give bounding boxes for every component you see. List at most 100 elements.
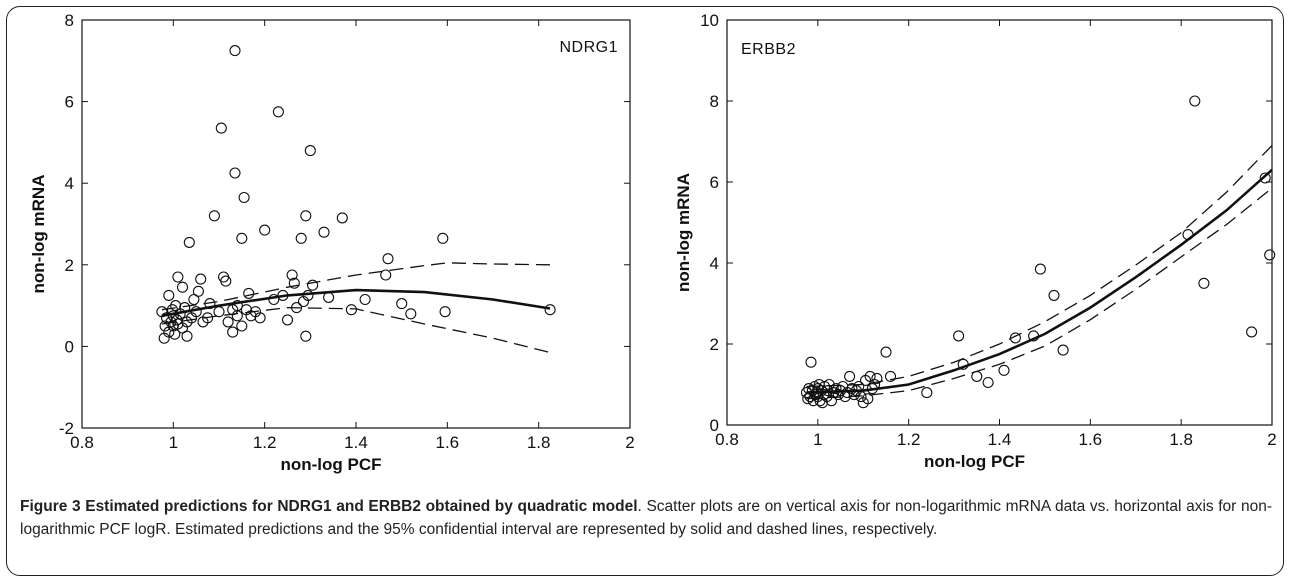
ndrg1-x-tick-label: 1.4 [344, 433, 368, 452]
ndrg1-x-axis-label: non-log PCF [280, 455, 381, 474]
ndrg1-data-point [304, 145, 316, 157]
ndrg1-data-point [437, 232, 449, 244]
ndrg1-data-point [300, 210, 312, 222]
ndrg1-data-point [272, 106, 284, 118]
erbb2-y-tick-label: 6 [710, 173, 719, 192]
ndrg1-data-point [345, 304, 357, 316]
ndrg1-data-point [286, 269, 298, 281]
ndrg1-data-point [300, 330, 312, 342]
ndrg1-y-tick-label: 4 [65, 174, 74, 193]
ndrg1-data-point [179, 302, 191, 314]
ndrg1-data-point [169, 328, 181, 340]
erbb2-y-axis-label: non-log mRNA [674, 173, 693, 292]
erbb2-data-point [1057, 344, 1069, 356]
ndrg1-data-point [281, 314, 294, 326]
erbb2-data-point [805, 356, 817, 368]
erbb2-ci-lower-line [806, 187, 1273, 400]
figure-caption: Figure 3 Estimated predictions for NDRG1… [20, 496, 1272, 541]
ndrg1-data-point [359, 293, 371, 306]
erbb2-plot-area [726, 19, 1273, 426]
ndrg1-data-point [243, 287, 255, 299]
ndrg1-x-tick-label: 1.8 [527, 433, 551, 452]
ndrg1-x-tick-label: 0.8 [70, 433, 94, 452]
erbb2-x-tick-label: 0.8 [715, 430, 739, 449]
ndrg1-data-point [336, 212, 348, 224]
ndrg1-data-point [215, 122, 227, 134]
ndrg1-x-tick-label: 1.2 [253, 433, 277, 452]
ndrg1-data-point [229, 167, 241, 179]
ndrg1-data-point [238, 191, 250, 204]
ndrg1-data-point [288, 277, 300, 289]
ndrg1-data-point [236, 232, 248, 244]
erbb2-x-tick-label: 1.8 [1169, 430, 1193, 449]
erbb2-x-tick-label: 1.2 [897, 430, 921, 449]
ndrg1-data-point [181, 330, 193, 342]
erbb2-data-point [1048, 289, 1060, 301]
ndrg1-y-tick-label: 2 [65, 256, 74, 275]
ndrg1-data-point [220, 275, 232, 287]
ndrg1-data-point [277, 289, 289, 301]
ndrg1-plot-area [81, 19, 631, 429]
ndrg1-ci-upper-line [161, 262, 551, 311]
ndrg1-data-point [227, 326, 239, 338]
erbb2-ci-upper-line [806, 145, 1273, 388]
ndrg1-data-point [204, 298, 216, 310]
ndrg1-x-tick-label: 2 [625, 433, 634, 452]
ndrg1-data-point [172, 271, 184, 283]
erbb2-fit-line [806, 168, 1273, 394]
ndrg1-data-point [236, 320, 248, 332]
ndrg1-data-point [213, 306, 225, 318]
erbb2-x-tick-label: 1 [813, 430, 822, 449]
ndrg1-x-tick-label: 1.6 [436, 433, 460, 452]
ndrg1-data-point [382, 253, 394, 265]
erbb2-data-point [1189, 95, 1201, 107]
erbb2-data-point [869, 378, 881, 391]
ndrg1-y-tick-label: 0 [65, 337, 74, 356]
erbb2-x-tick-label: 2 [1267, 430, 1276, 449]
ndrg1-y-tick-label: -2 [59, 419, 74, 438]
erbb2-data-point [884, 370, 897, 382]
erbb2-data-point [1009, 332, 1021, 344]
erbb2-data-point [953, 330, 965, 342]
erbb2-data-point [971, 370, 983, 382]
ndrg1-data-point [254, 312, 266, 324]
ndrg1-data-point [192, 285, 204, 297]
erbb2-x-axis-label: non-log PCF [924, 452, 1025, 471]
erbb2-data-point [982, 376, 994, 389]
ndrg1-data-point [405, 308, 417, 320]
erbb2-data-point [1264, 249, 1276, 261]
ndrg1-ticks: 0.8 1 1.2 1.4 1.6 1.8 2 -2 0 2 4 6 8 [59, 11, 635, 452]
ndrg1-panel-title: NDRG1 [559, 39, 618, 56]
erbb2-y-tick-label: 4 [710, 254, 719, 273]
ndrg1-data-point [259, 224, 271, 236]
erbb2-data-point [844, 370, 856, 382]
ndrg1-data-point [231, 310, 243, 322]
erbb2-scatter-points [800, 95, 1276, 409]
erbb2-data-point [957, 358, 969, 370]
erbb2-data-point [825, 395, 838, 407]
ndrg1-y-tick-label: 6 [65, 93, 74, 112]
ndrg1-data-point [295, 232, 307, 244]
ndrg1-data-point [229, 45, 241, 57]
ndrg1-data-point [176, 281, 189, 293]
ndrg1-data-point [190, 306, 202, 318]
ndrg1-x-tick-label: 1 [169, 433, 178, 452]
erbb2-y-tick-label: 0 [710, 416, 719, 435]
ndrg1-data-point [163, 289, 175, 301]
ndrg1-data-point [208, 210, 220, 222]
erbb2-y-tick-label: 10 [700, 11, 719, 30]
caption-text: . Scatter plots are on vertical axis for… [20, 498, 1272, 538]
erbb2-data-point [880, 346, 892, 358]
ndrg1-data-point [380, 269, 392, 281]
erbb2-data-point [1034, 263, 1046, 275]
erbb2-data-point [998, 364, 1010, 376]
ndrg1-y-axis-label: non-log mRNA [29, 175, 48, 294]
ndrg1-data-point [222, 316, 234, 328]
erbb2-data-point [862, 393, 874, 405]
ndrg1-data-point [318, 226, 330, 238]
ndrg1-data-point [195, 273, 207, 285]
erbb2-data-point [1182, 229, 1194, 241]
ndrg1-data-point [544, 304, 556, 316]
erbb2-data-point [1246, 326, 1258, 338]
ndrg1-data-point [268, 293, 280, 306]
